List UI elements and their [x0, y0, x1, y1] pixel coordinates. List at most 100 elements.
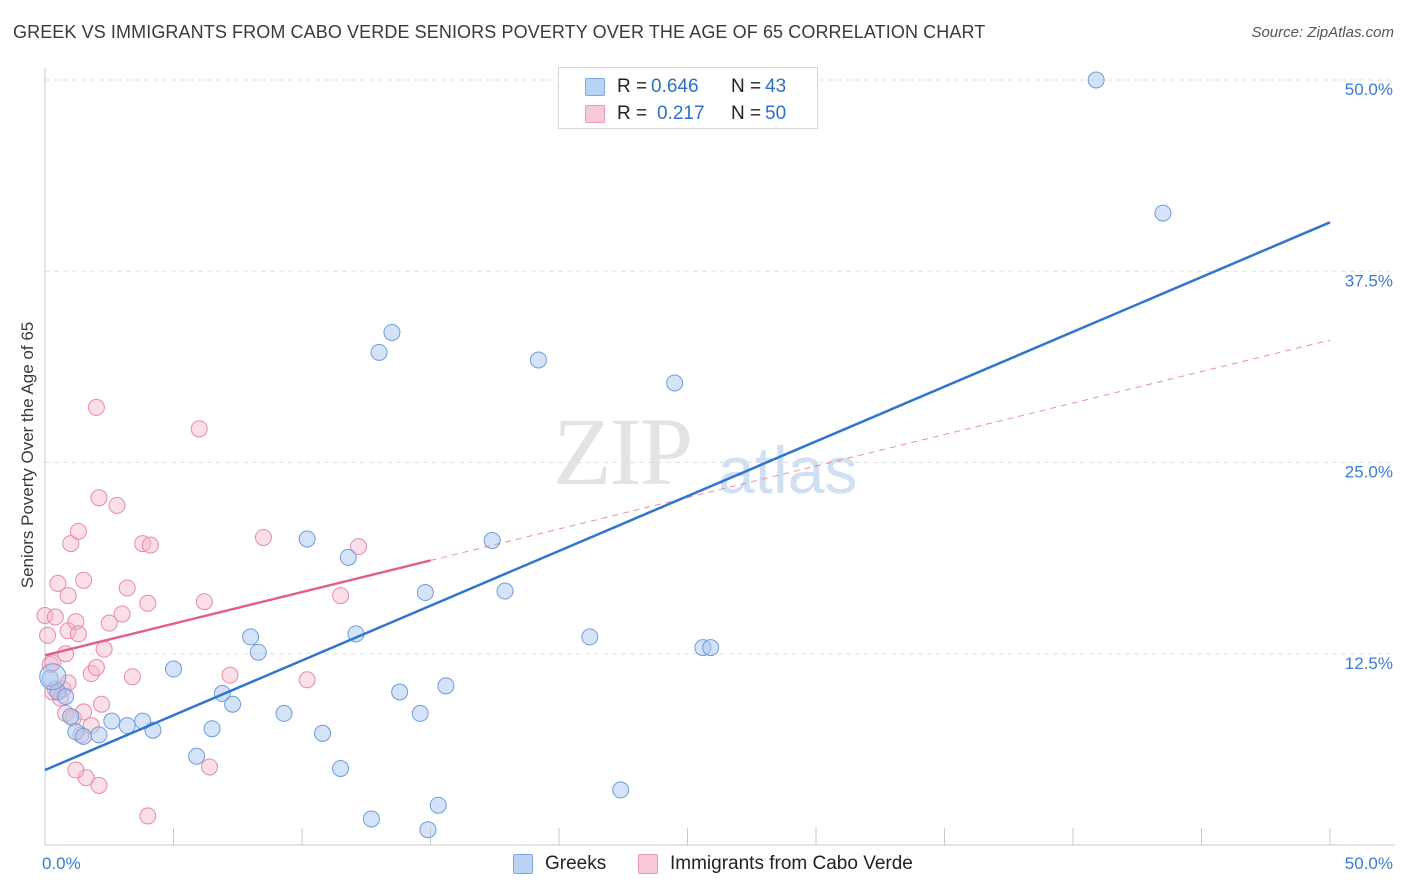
- data-point-greeks: [103, 712, 121, 730]
- data-point-greeks: [75, 727, 93, 745]
- data-point-greeks: [188, 747, 206, 765]
- data-point-greeks: [416, 584, 434, 602]
- data-point-cabo-verde: [67, 761, 85, 779]
- data-point-greeks: [370, 343, 388, 361]
- y-tick-label: 50.0%: [1345, 80, 1393, 99]
- data-point-cabo-verde: [118, 579, 136, 597]
- data-point-cabo-verde: [90, 489, 108, 507]
- y-axis-label: Seniors Poverty Over the Age of 65: [18, 321, 37, 589]
- chart-title: GREEK VS IMMIGRANTS FROM CABO VERDE SENI…: [13, 22, 986, 42]
- data-point-greeks: [529, 351, 547, 369]
- data-point-greeks: [314, 724, 332, 742]
- data-point-cabo-verde: [139, 807, 157, 825]
- data-point-greeks: [483, 532, 501, 550]
- data-point-cabo-verde: [332, 587, 350, 605]
- y-tick-label: 12.5%: [1345, 654, 1393, 673]
- data-point-cabo-verde: [200, 758, 218, 776]
- watermark-atlas: atlas: [718, 433, 858, 507]
- legend-n-label: N =: [731, 103, 762, 124]
- y-tick-label: 25.0%: [1345, 463, 1393, 482]
- data-point-cabo-verde: [49, 574, 67, 592]
- source-credit: Source: ZipAtlas.com: [1251, 24, 1394, 41]
- grid-lines: [45, 79, 1395, 655]
- data-point-greeks: [437, 677, 455, 695]
- data-point-greeks: [702, 639, 720, 657]
- bottom-legend-label-cabo-verde: Immigrants from Cabo Verde: [670, 853, 913, 874]
- legend-swatch-cabo-verde: [585, 105, 605, 123]
- data-point-greeks: [666, 374, 684, 392]
- x-tick-label: 0.0%: [42, 854, 81, 873]
- series-greeks-points: [39, 71, 1172, 839]
- data-point-greeks: [242, 628, 260, 646]
- data-point-greeks: [165, 660, 182, 678]
- trend-line-greeks: [44, 221, 1331, 772]
- trend-line-cabo-verde-extension: [430, 339, 1331, 561]
- data-point-greeks: [1154, 204, 1172, 222]
- legend-r-label: R =: [617, 103, 648, 124]
- legend-swatch-greeks: [585, 78, 605, 96]
- axes: [44, 68, 1395, 846]
- data-point-greeks: [411, 704, 429, 722]
- data-point-cabo-verde: [87, 659, 105, 677]
- data-point-cabo-verde: [123, 668, 141, 686]
- data-point-greeks: [332, 760, 350, 777]
- data-point-greeks: [90, 726, 108, 744]
- data-point-greeks: [275, 704, 293, 722]
- data-point-greeks: [62, 707, 80, 725]
- data-point-cabo-verde: [90, 776, 108, 794]
- data-point-greeks: [249, 643, 267, 661]
- legend-n-label: N =: [731, 76, 762, 97]
- data-point-cabo-verde: [254, 528, 272, 546]
- data-point-cabo-verde: [95, 640, 113, 658]
- data-point-greeks: [1087, 71, 1105, 89]
- data-point-cabo-verde: [59, 587, 77, 605]
- data-point-greeks: [339, 548, 357, 566]
- data-point-greeks: [362, 810, 380, 828]
- data-point-greeks: [298, 530, 316, 548]
- data-point-cabo-verde: [62, 535, 80, 553]
- data-point-cabo-verde: [350, 538, 368, 556]
- data-point-cabo-verde: [141, 536, 159, 554]
- data-point-cabo-verde: [190, 420, 208, 438]
- data-point-greeks: [581, 628, 599, 646]
- legend-r-value: 0.217: [657, 103, 705, 124]
- legend-r-value: 0.646: [651, 76, 699, 97]
- tick-labels: 12.5% 25.0% 37.5% 50.0% 0.0% 50.0%: [42, 80, 1393, 873]
- y-tick-label: 37.5%: [1345, 271, 1393, 290]
- data-point-greeks: [496, 582, 514, 600]
- data-point-cabo-verde: [69, 625, 87, 643]
- legend-n-value: 43: [765, 76, 787, 97]
- data-point-cabo-verde: [195, 593, 213, 611]
- data-point-cabo-verde: [108, 496, 126, 514]
- data-point-greeks: [203, 720, 221, 738]
- data-point-greeks: [391, 683, 409, 701]
- data-point-cabo-verde: [87, 398, 105, 416]
- data-point-greeks: [224, 695, 242, 713]
- data-point-greeks: [383, 323, 401, 341]
- data-point-cabo-verde: [46, 608, 64, 626]
- data-point-greeks: [419, 821, 437, 839]
- correlation-legend: R = 0.646 N = 43 R = 0.217 N = 50: [558, 67, 818, 129]
- data-point-cabo-verde: [39, 626, 57, 644]
- data-point-cabo-verde: [139, 594, 157, 612]
- trend-lines: [44, 221, 1331, 772]
- x-tick-label: 50.0%: [1345, 854, 1393, 873]
- data-point-cabo-verde: [221, 666, 239, 684]
- data-point-greeks: [612, 781, 630, 799]
- data-point-greeks: [57, 688, 75, 706]
- data-point-greeks: [41, 669, 59, 687]
- data-point-cabo-verde: [113, 605, 131, 623]
- data-point-cabo-verde: [93, 695, 111, 713]
- bottom-legend-swatch-greeks: [513, 854, 533, 874]
- data-point-cabo-verde: [69, 522, 87, 540]
- data-point-greeks: [429, 796, 447, 814]
- watermark-zip: ZIP: [553, 398, 693, 505]
- legend-n-value: 50: [765, 103, 787, 124]
- data-point-greeks: [39, 663, 67, 691]
- bottom-legend-label-greeks: Greeks: [545, 853, 607, 874]
- trend-line-cabo-verde: [44, 559, 431, 657]
- data-point-cabo-verde: [100, 614, 118, 632]
- data-point-cabo-verde: [298, 671, 316, 689]
- legend-r-label: R =: [617, 76, 648, 97]
